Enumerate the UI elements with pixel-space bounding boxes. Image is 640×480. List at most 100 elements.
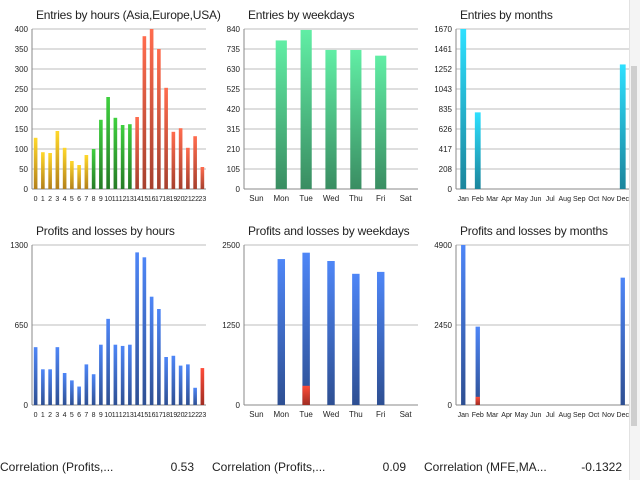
bar [113,117,118,189]
x-tick-label: Tue [299,410,313,419]
x-tick-label: Sat [400,410,413,419]
chart-title: Entries by months [460,8,553,22]
x-tick-label: 21 [184,412,192,419]
bar [62,147,67,189]
bar [200,167,205,189]
chart-svg: 0 105 210 315 420 525 630 735 840 Sun Mon Tue Wed Thu… [227,25,418,203]
bar [178,128,183,189]
bar [142,36,147,190]
bar [178,365,183,405]
stat-value: 0.53 [170,460,194,474]
stat-value: 0.09 [382,460,406,474]
y-tick-label: 650 [15,321,29,330]
y-tick-label: 2450 [434,321,452,330]
chart-pl-weekdays: 0 1250 2500 Sun Mon Tue Wed Thu Fri Sat Profits a… [212,216,424,434]
x-tick-label: Feb [472,196,484,203]
bar [375,55,387,189]
chart-entries-months: 0 208 417 626 835 1043 1252 1461 1670 Jan Feb Mar Ap… [424,0,636,218]
y-tick-label: 0 [236,185,241,194]
x-tick-label: 19 [169,196,177,203]
x-tick-label: 5 [70,196,74,203]
x-tick-label: 13 [126,412,134,419]
bar [300,29,312,190]
x-tick-label: Jun [530,412,541,419]
x-tick-label: 9 [99,412,103,419]
stat-value: -0.1322 [581,460,622,474]
y-tick-label: 630 [227,65,241,74]
stat-label: Correlation (MFE,MA... [424,460,547,474]
x-tick-label: Sep [573,196,586,203]
x-tick-label: 20 [177,196,185,203]
bar [164,357,168,405]
x-tick-label: Jan [458,412,469,419]
bar [48,369,52,405]
x-tick-label: May [515,412,529,419]
x-tick-label: Mar [486,412,499,419]
bar [77,165,81,189]
x-tick-label: Aug [559,412,572,419]
x-tick-label: Sun [249,410,263,419]
y-tick-label: 420 [227,105,241,114]
x-tick-label: Thu [349,410,363,419]
scrollbar-thumb[interactable] [631,66,637,426]
bar [113,344,118,405]
bar [302,252,310,405]
bar [193,136,197,189]
bar [91,374,96,405]
bar [171,131,176,189]
x-tick-label: 8 [92,412,96,419]
x-tick-label: 6 [77,196,81,203]
chart-title: Profits and losses by hours [36,224,175,238]
chart-title: Entries by hours (Asia,Europe,USA) [36,8,221,22]
bar [106,318,110,405]
x-tick-label: 2 [48,412,52,419]
x-tick-label: Aug [559,196,572,203]
bar [149,29,154,189]
bar [120,125,125,189]
chart-title: Profits and losses by weekdays [248,224,410,238]
x-tick-label: Sat [400,194,413,203]
x-tick-label: 15 [140,196,148,203]
bar [48,153,52,189]
x-tick-label: Dec [617,412,630,419]
x-tick-label: 22 [191,412,199,419]
bar [186,147,190,189]
x-tick-label: Jul [546,196,555,203]
x-tick-label: 11 [112,412,119,419]
x-tick-label: 12 [119,412,127,419]
bar [33,137,38,189]
y-tick-label: 208 [439,165,453,174]
bar [120,345,125,405]
bar [99,119,103,189]
bar [84,155,89,189]
vertical-scrollbar[interactable] [629,0,640,480]
x-tick-label: 23 [198,196,206,203]
y-tick-label: 50 [19,165,28,174]
chart-title: Profits and losses by months [460,224,608,238]
x-tick-label: Nov [602,412,615,419]
bar [84,364,89,405]
x-tick-label: 4 [63,412,67,419]
bar [142,257,147,405]
bar [157,309,161,405]
x-tick-label: 20 [177,412,185,419]
y-tick-label: 0 [24,401,29,410]
bar [55,131,60,189]
x-tick-label: Nov [602,196,615,203]
x-tick-label: Thu [349,194,363,203]
x-tick-label: 6 [77,412,81,419]
y-tick-label: 1252 [434,65,452,74]
x-tick-label: Tue [299,194,313,203]
x-tick-label: 0 [34,412,38,419]
x-tick-label: 12 [119,196,127,203]
stats-row: Correlation (Profits,... 0.53 Correlatio… [0,452,640,480]
bar [99,344,103,405]
bar [461,245,466,405]
x-tick-label: Jul [546,412,555,419]
x-tick-label: Sep [573,412,586,419]
bar [460,29,467,189]
y-tick-label: 400 [15,25,29,34]
x-tick-label: Apr [501,196,513,203]
y-tick-label: 417 [439,145,453,154]
